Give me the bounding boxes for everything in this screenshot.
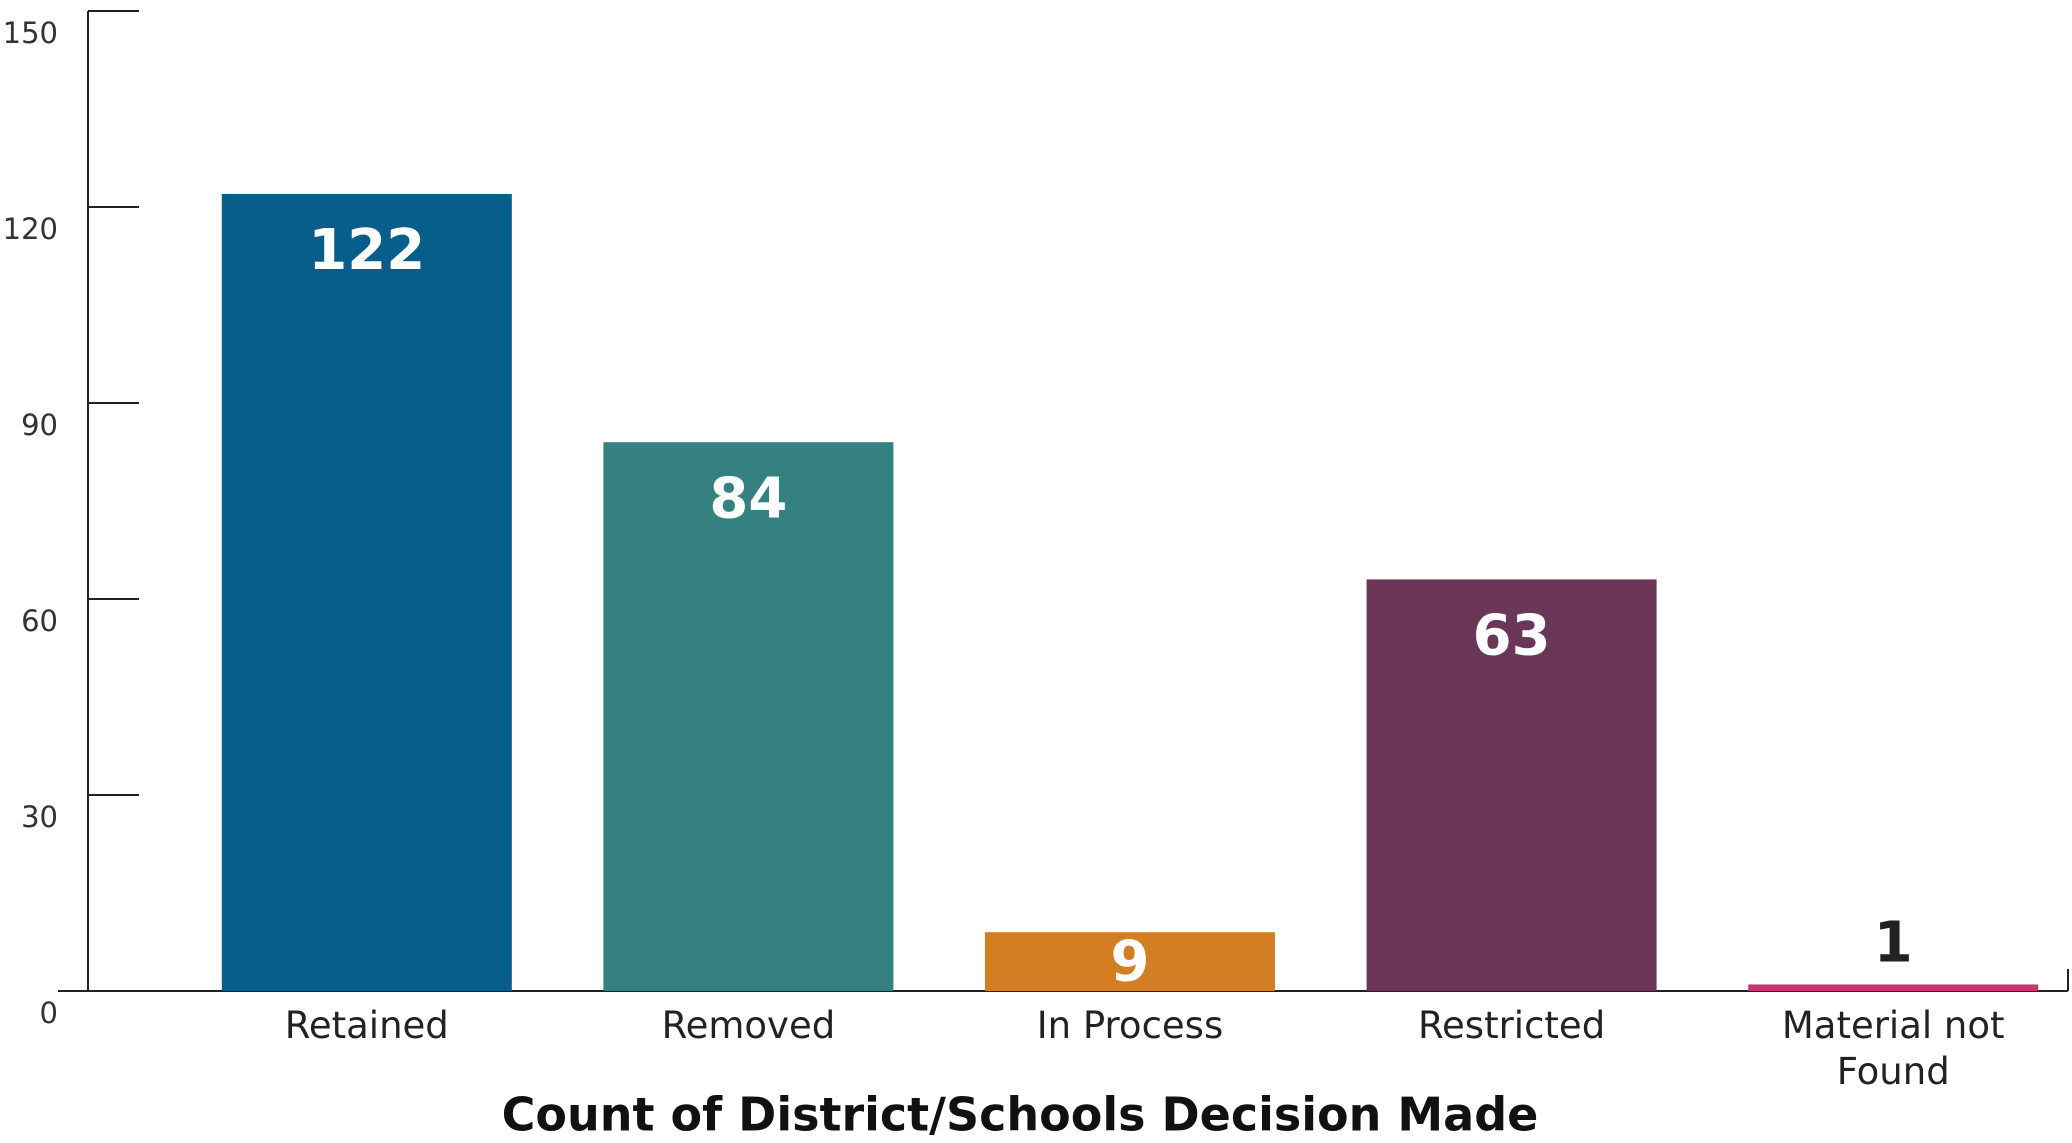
bar: [603, 442, 894, 991]
y-tick-label: 90: [21, 408, 58, 442]
value-label: 63: [1473, 604, 1551, 669]
bar: [984, 932, 1276, 991]
value-label: 9: [1111, 930, 1150, 995]
y-tick-label: 0: [40, 996, 58, 1030]
bar: [221, 193, 512, 991]
value-label: 122: [308, 218, 425, 283]
y-tick-label: 30: [21, 800, 58, 834]
y-tick-label: 150: [3, 16, 58, 50]
x-tick-label: Material not Found: [1781, 1004, 2005, 1093]
x-tick-label: Retained: [284, 1004, 449, 1047]
chart-title: Count of District/Schools Decision Made: [502, 1088, 1539, 1142]
x-tick-label: In Process: [1036, 1004, 1224, 1047]
bar: [1748, 984, 2039, 991]
x-tick-label: Removed: [661, 1004, 836, 1047]
value-label: 84: [709, 466, 787, 531]
y-tick-label: 120: [3, 212, 58, 246]
y-tick-label: 60: [21, 604, 58, 638]
value-label: 1: [1874, 911, 1913, 976]
x-tick-label: Restricted: [1418, 1004, 1606, 1047]
bar: [1366, 579, 1657, 991]
